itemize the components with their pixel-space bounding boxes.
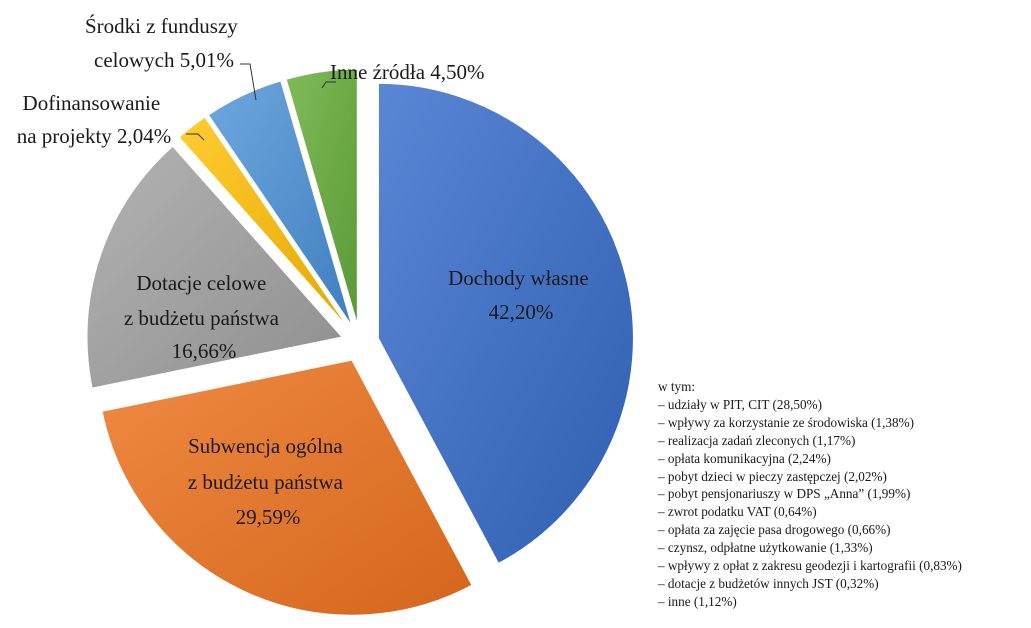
breakdown-item: – opłata za zajęcie pasa drogowego (0,66… <box>658 522 891 538</box>
slice-label-dofinansowanie: Dofinansowanie na projekty 2,04% <box>17 91 172 148</box>
leader-line-dofinansowanie <box>186 133 205 141</box>
breakdown-item: – opłata komunikacyjna (2,24%) <box>658 450 831 466</box>
own-income-breakdown: w tym: – udziały w PIT, CIT (28,50%) – w… <box>658 378 1028 611</box>
breakdown-item: – udziały w PIT, CIT (28,50%) <box>658 396 822 412</box>
slice-inne-zrodla <box>285 68 358 325</box>
leader-line-srodki <box>240 63 257 101</box>
slice-srodki-z-funduszy <box>207 80 353 327</box>
label-leaders <box>186 63 336 141</box>
breakdown-item: – inne (1,12%) <box>658 593 737 609</box>
leader-line-inne <box>321 81 336 89</box>
breakdown-heading: w tym: <box>658 379 695 394</box>
slice-dochody-wlasne <box>377 82 634 565</box>
slice-label-srodki: Środki z funduszy celowych 5,01% <box>85 14 243 72</box>
slice-subwencja-ogolna <box>101 359 473 616</box>
breakdown-item: – realizacja zadań zleconych (1,17%) <box>658 432 856 448</box>
pie-slices <box>86 68 634 616</box>
slice-dofinansowanie <box>178 116 349 329</box>
breakdown-item: – wpływy za korzystanie ze środowiska (1… <box>658 414 914 430</box>
slice-dotacje-celowe <box>86 145 343 389</box>
slice-label-dotacje: Dotacje celowe z budżetu państwa 16,66% <box>124 271 284 363</box>
breakdown-item: – czynsz, odpłatne użytkowanie (1,33%) <box>658 540 873 556</box>
slice-label-subwencja: Subwencja ogólna z budżetu państwa 29,59… <box>188 434 348 529</box>
slice-label-dochody: Dochody własne 42,20% <box>448 266 594 324</box>
breakdown-item: – wpływy z opłat z zakresu geodezji i ka… <box>658 558 962 574</box>
slice-label-inne: Inne źródła 4,50% <box>330 60 485 84</box>
breakdown-item: – pobyt pensjonariuszy w DPS „Anna” (1,9… <box>658 486 911 502</box>
breakdown-item: – zwrot podatku VAT (0,64%) <box>658 504 817 520</box>
breakdown-item: – pobyt dzieci w pieczy zastępczej (2,02… <box>658 468 887 484</box>
breakdown-item: – dotacje z budżetów innych JST (0,32%) <box>658 575 879 591</box>
